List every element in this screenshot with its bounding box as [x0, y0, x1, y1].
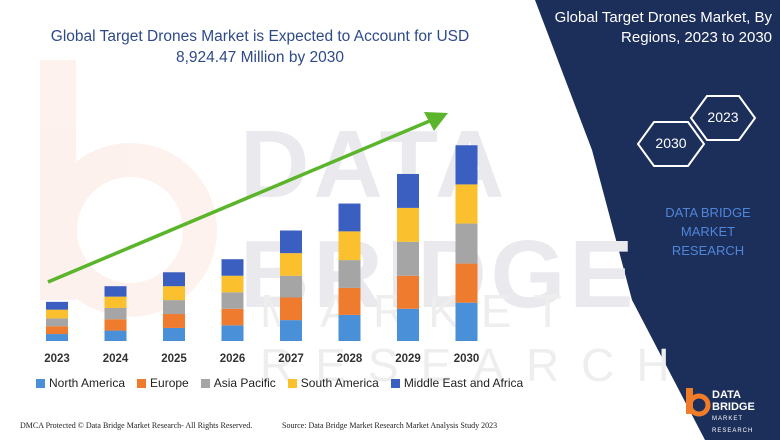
panel-brand-line1: DATA BRIDGE MARKET [665, 205, 751, 239]
hex-label-2030: 2030 [655, 135, 687, 151]
bar-segment-2029-south-america [397, 207, 419, 242]
bar-segment-2026-north-america [221, 325, 244, 341]
bar-segment-2030-middle-east-and-africa [455, 145, 478, 185]
bar-segment-2024-north-america [104, 330, 127, 341]
bar-segment-2027-europe [280, 297, 302, 321]
legend-item-asia-pacific: Asia Pacific [200, 376, 276, 390]
legend-label: Europe [150, 376, 189, 390]
bar-segment-2028-north-america [338, 314, 361, 341]
bar-segment-2026-south-america [221, 275, 244, 293]
x-tick-label-2023: 2023 [44, 353, 70, 365]
bar-segment-2028-asia-pacific [338, 260, 361, 288]
bar-segment-2027-north-america [280, 320, 302, 341]
right-dark-panel [535, 0, 780, 440]
bar-segment-2030-north-america [455, 302, 478, 341]
bar-segment-2023-north-america [46, 334, 68, 341]
panel-brand-line2: RESEARCH [671, 243, 745, 258]
bar-segment-2026-europe [221, 308, 244, 326]
legend-item-middle-east-and-africa: Middle East and Africa [390, 376, 524, 390]
bar-segment-2024-europe [104, 319, 127, 331]
bar-segment-2024-middle-east-and-africa [104, 286, 127, 297]
bar-segment-2026-middle-east-and-africa [221, 259, 244, 276]
legend-swatch [287, 378, 297, 388]
legend-item-europe: Europe [137, 376, 189, 390]
bar-segment-2027-middle-east-and-africa [280, 230, 302, 254]
brand-logo: DATA BRIDGE MARKET RESEARCH [712, 389, 780, 437]
bar-segment-2023-europe [46, 326, 68, 335]
watermark-logo-icon [40, 60, 217, 317]
bar-segment-2029-europe [397, 275, 419, 309]
bar-segment-2028-south-america [338, 231, 361, 261]
bar-segment-2023-middle-east-and-africa [46, 301, 68, 310]
legend-swatch [200, 378, 210, 388]
footer-source: Source: Data Bridge Market Research Mark… [282, 421, 498, 430]
x-tick-label-2027: 2027 [278, 353, 304, 365]
brand-logo-sub: MARKET RESEARCH [712, 416, 754, 434]
brand-logo-name: DATA BRIDGE [712, 389, 755, 413]
x-tick-label-2025: 2025 [161, 353, 187, 365]
footer-dmca: DMCA Protected © Data Bridge Market Rese… [20, 421, 253, 430]
legend-label: Asia Pacific [213, 376, 276, 390]
x-tick-label-2028: 2028 [337, 353, 363, 365]
legend-swatch [137, 378, 147, 388]
bar-segment-2027-south-america [280, 253, 302, 276]
panel-title: Global Target Drones Market, By Regions,… [554, 9, 772, 46]
bar-segment-2025-north-america [163, 327, 185, 341]
panel-brand: DATA BRIDGE MARKET RESEARCH [638, 203, 778, 260]
bar-segment-2029-asia-pacific [397, 241, 419, 276]
bar-segment-2028-europe [338, 287, 361, 315]
bar-segment-2027-asia-pacific [280, 275, 302, 298]
bar-segment-2029-north-america [397, 308, 419, 341]
bar-segment-2029-middle-east-and-africa [397, 173, 419, 208]
x-tick-label-2030: 2030 [454, 353, 480, 365]
legend-item-south-america: South America [287, 376, 379, 390]
legend-item-north-america: North America [36, 376, 125, 390]
bar-segment-2026-asia-pacific [221, 292, 244, 309]
chart-legend: North America Europe Asia Pacific South Ame… [36, 376, 523, 390]
bar-segment-2025-middle-east-and-africa [163, 272, 185, 287]
x-tick-label-2026: 2026 [220, 353, 246, 365]
x-tick-label-2024: 2024 [103, 353, 129, 365]
watermark-brand: DATA BRIDGE [240, 111, 638, 328]
legend-label: Middle East and Africa [403, 376, 524, 390]
bar-segment-2024-asia-pacific [104, 307, 127, 320]
bar-segment-2030-europe [455, 263, 478, 303]
chart-title: Global Target Drones Market is Expected … [50, 28, 470, 66]
bar-segment-2023-south-america [46, 309, 68, 319]
hex-label-2023: 2023 [707, 109, 739, 125]
legend-label: South America [300, 376, 379, 390]
trend-arrow-head [424, 112, 448, 131]
bar-segment-2028-middle-east-and-africa [338, 203, 361, 232]
bar-segment-2025-europe [163, 314, 185, 328]
x-tick-label-2029: 2029 [395, 353, 421, 365]
legend-label: North America [49, 376, 126, 390]
legend-swatch [390, 378, 400, 388]
bar-segment-2023-asia-pacific [46, 318, 68, 327]
legend-swatch [36, 378, 45, 388]
data-bridge-logo-icon [686, 388, 711, 417]
bar-segment-2025-asia-pacific [163, 300, 185, 315]
bar-segment-2025-south-america [163, 286, 185, 301]
hexagon-2023 [689, 95, 757, 141]
hexagon-2030 [636, 121, 706, 167]
trend-arrow-line [47, 118, 433, 284]
bar-segment-2024-south-america [104, 296, 127, 308]
bar-segment-2030-asia-pacific [455, 223, 478, 264]
bar-segment-2030-south-america [455, 184, 478, 224]
